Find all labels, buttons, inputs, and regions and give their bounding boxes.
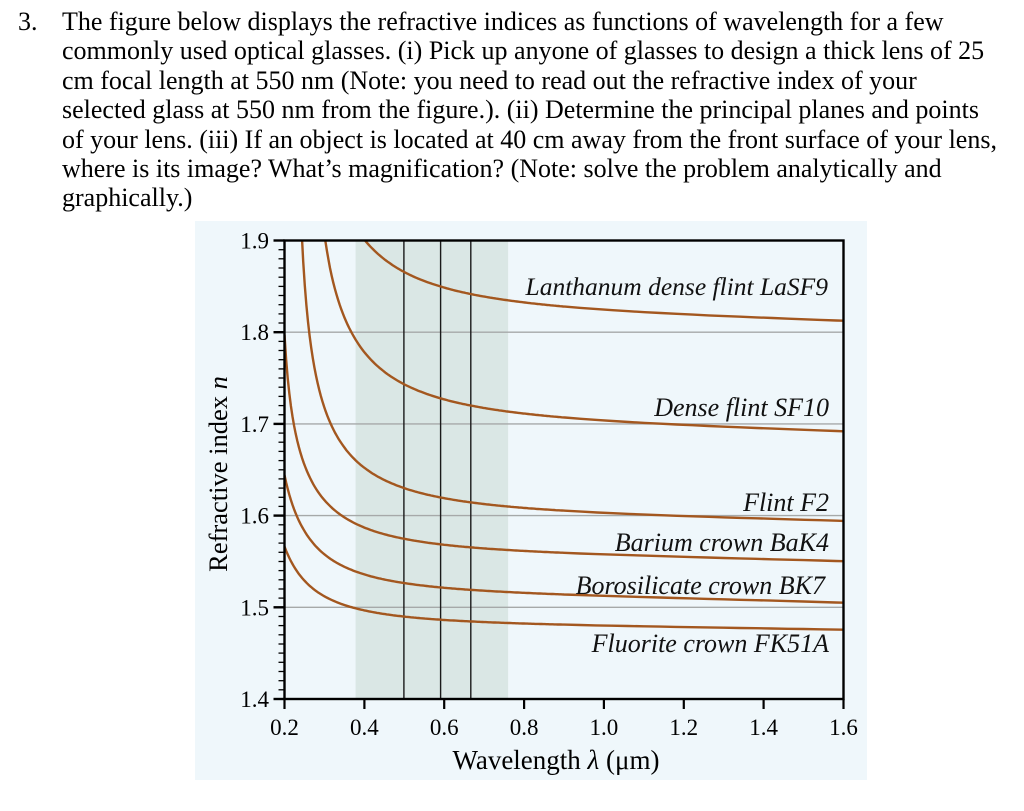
svg-text:1.7: 1.7 — [240, 412, 269, 437]
svg-text:0.8: 0.8 — [510, 715, 539, 740]
svg-text:0.6: 0.6 — [430, 715, 459, 740]
svg-text:1.6: 1.6 — [240, 504, 269, 529]
svg-text:Lanthanum dense flint LaSF9: Lanthanum dense flint LaSF9 — [525, 272, 829, 301]
svg-text:1.0: 1.0 — [590, 715, 619, 740]
svg-text:Borosilicate crown BK7: Borosilicate crown BK7 — [576, 571, 826, 600]
svg-text:Wavelength λ (μm): Wavelength λ (μm) — [453, 745, 660, 775]
svg-text:Barium crown BaK4: Barium crown BaK4 — [615, 528, 829, 557]
svg-text:0.4: 0.4 — [350, 715, 379, 740]
svg-text:1.4: 1.4 — [749, 715, 778, 740]
svg-text:0.2: 0.2 — [270, 715, 299, 740]
svg-text:Dense flint SF10: Dense flint SF10 — [653, 393, 829, 422]
svg-text:1.6: 1.6 — [829, 715, 858, 740]
svg-text:1.8: 1.8 — [240, 320, 269, 345]
svg-text:1.4: 1.4 — [240, 687, 269, 712]
svg-text:Flint F2: Flint F2 — [742, 488, 829, 517]
svg-text:Fluorite crown FK51A: Fluorite crown FK51A — [591, 629, 829, 658]
svg-text:Refractive index n: Refractive index n — [203, 376, 233, 572]
svg-text:1.9: 1.9 — [240, 229, 269, 254]
svg-text:1.5: 1.5 — [240, 595, 269, 620]
svg-text:1.2: 1.2 — [669, 715, 698, 740]
